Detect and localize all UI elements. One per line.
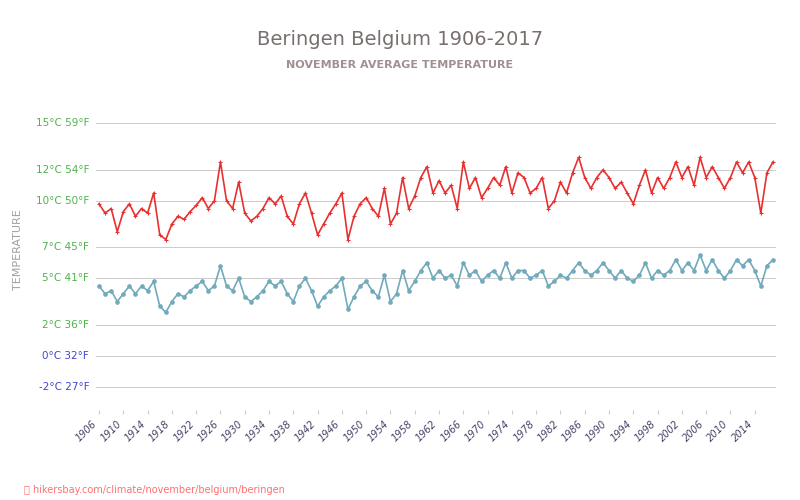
Text: 15°C 59°F: 15°C 59°F <box>36 118 90 128</box>
Text: 10°C 50°F: 10°C 50°F <box>36 196 90 206</box>
Text: -2°C 27°F: -2°C 27°F <box>38 382 90 392</box>
Text: TEMPERATURE: TEMPERATURE <box>13 210 22 290</box>
Text: 2°C 36°F: 2°C 36°F <box>42 320 90 330</box>
Text: 7°C 45°F: 7°C 45°F <box>42 242 90 252</box>
Text: 12°C 54°F: 12°C 54°F <box>36 165 90 175</box>
Text: 5°C 41°F: 5°C 41°F <box>42 273 90 283</box>
Text: NOVEMBER AVERAGE TEMPERATURE: NOVEMBER AVERAGE TEMPERATURE <box>286 60 514 70</box>
Text: 🌐 hikersbay.com/climate/november/belgium/beringen: 🌐 hikersbay.com/climate/november/belgium… <box>24 485 285 495</box>
Text: Beringen Belgium 1906-2017: Beringen Belgium 1906-2017 <box>257 30 543 49</box>
Text: 0°C 32°F: 0°C 32°F <box>42 351 90 361</box>
